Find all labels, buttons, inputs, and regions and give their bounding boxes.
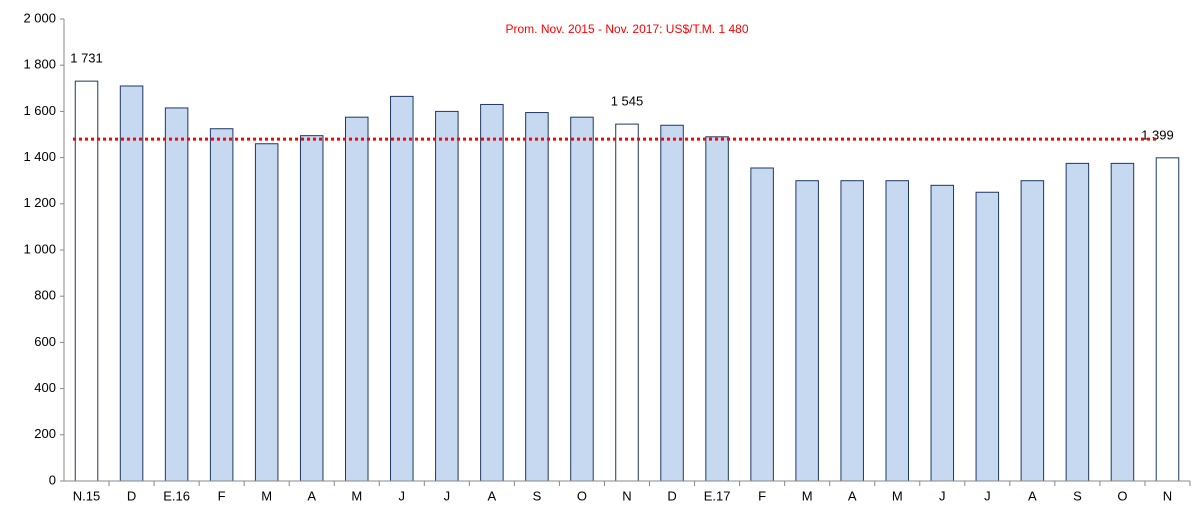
- x-tick-label: O: [577, 488, 587, 503]
- bar: [435, 110, 459, 482]
- bar: [1155, 157, 1180, 482]
- bar: [930, 184, 955, 482]
- y-tick-label: 200: [34, 426, 56, 441]
- bar: [795, 180, 819, 482]
- bar: [1110, 162, 1135, 482]
- bar: [299, 135, 324, 482]
- y-tick-label: 2 000: [23, 10, 56, 25]
- x-tick-label: D: [667, 488, 676, 503]
- x-tick-label: N: [1163, 488, 1172, 503]
- y-tick-label: 1 000: [23, 241, 56, 256]
- x-tick-label: J: [939, 488, 946, 503]
- x-tick-label: N.15: [73, 488, 100, 503]
- x-tick-label: J: [399, 488, 406, 503]
- bar: [750, 167, 774, 482]
- value-label: 1 399: [1141, 127, 1174, 142]
- bar: [660, 124, 684, 482]
- bar: [209, 128, 234, 482]
- value-label: 1 731: [70, 51, 103, 66]
- x-tick-label: M: [351, 488, 362, 503]
- bar: [164, 107, 189, 482]
- x-tick-label: A: [1028, 488, 1037, 503]
- bar: [615, 123, 639, 482]
- bar: [885, 180, 909, 482]
- x-tick-label: A: [848, 488, 857, 503]
- y-tick-label: 1 800: [23, 57, 56, 72]
- y-tick-label: 600: [34, 334, 56, 349]
- x-tick-label: E.17: [704, 488, 731, 503]
- bar: [1020, 180, 1045, 482]
- y-tick-label: 400: [34, 380, 56, 395]
- x-tick-label: F: [758, 488, 766, 503]
- bar: [119, 85, 144, 482]
- bar: [975, 191, 1000, 482]
- bar: [840, 180, 864, 482]
- x-tick-label: J: [444, 488, 451, 503]
- y-tick-label: 1 200: [23, 195, 56, 210]
- bar: [480, 103, 504, 482]
- bar: [345, 116, 369, 482]
- x-tick-label: M: [261, 488, 272, 503]
- x-tick-label: M: [892, 488, 903, 503]
- average-label: Prom. Nov. 2015 - Nov. 2017: US$/T.M. 1 …: [506, 22, 749, 36]
- x-tick-label: S: [533, 488, 542, 503]
- bar: [1065, 162, 1090, 482]
- y-tick-label: 800: [34, 288, 56, 303]
- x-tick-label: A: [307, 488, 316, 503]
- y-tick-label: 1 600: [23, 103, 56, 118]
- value-label: 1 545: [611, 94, 644, 109]
- x-tick-label: N: [622, 488, 631, 503]
- x-tick-label: A: [488, 488, 497, 503]
- y-tick-label: 1 400: [23, 149, 56, 164]
- x-tick-label: M: [802, 488, 813, 503]
- bar: [570, 116, 594, 482]
- x-tick-label: O: [1117, 488, 1127, 503]
- bar: [705, 136, 729, 482]
- bar: [390, 95, 414, 482]
- x-tick-label: J: [984, 488, 991, 503]
- bar: [74, 80, 99, 482]
- bar: [254, 143, 279, 482]
- bar: [525, 112, 549, 482]
- y-tick-label: 0: [49, 472, 56, 487]
- x-tick-label: D: [127, 488, 136, 503]
- x-tick-label: F: [218, 488, 226, 503]
- x-tick-label: S: [1073, 488, 1082, 503]
- x-tick-label: E.16: [163, 488, 190, 503]
